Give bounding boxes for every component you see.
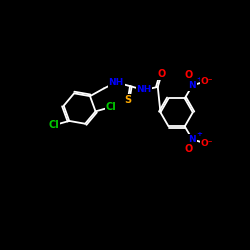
Text: O⁻: O⁻ <box>201 77 213 86</box>
Text: NH: NH <box>108 78 124 87</box>
Text: N: N <box>188 135 196 144</box>
Text: O: O <box>158 69 166 79</box>
Text: S: S <box>124 95 131 105</box>
Text: O: O <box>184 70 193 80</box>
Text: NH: NH <box>136 86 152 94</box>
Text: N: N <box>188 81 196 90</box>
Text: O: O <box>184 144 193 154</box>
Text: O⁻: O⁻ <box>201 139 213 148</box>
Text: Cl: Cl <box>48 120 59 130</box>
Text: Cl: Cl <box>106 102 116 113</box>
Text: +: + <box>196 76 202 82</box>
Text: +: + <box>196 131 202 137</box>
